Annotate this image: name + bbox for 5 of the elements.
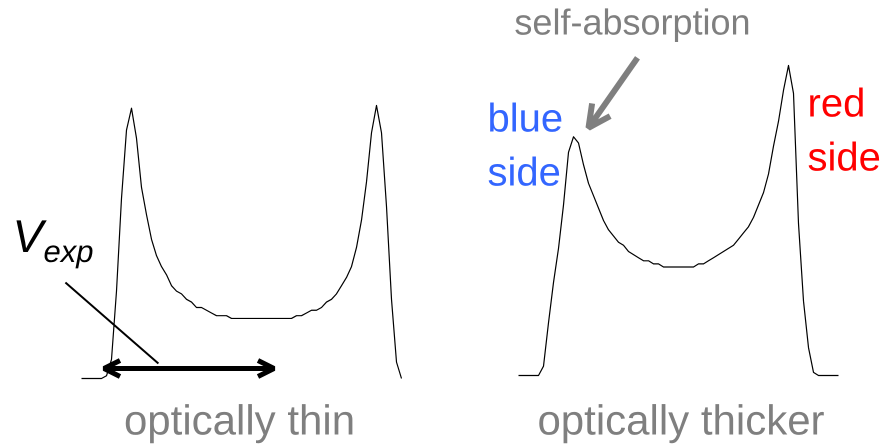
x-axis-title: optically thicker (537, 396, 825, 444)
text: self-absorption (514, 2, 751, 43)
annotation: red side (808, 81, 881, 180)
annotation: blue side (488, 96, 564, 195)
x-axis-title: optically thin (124, 396, 356, 444)
